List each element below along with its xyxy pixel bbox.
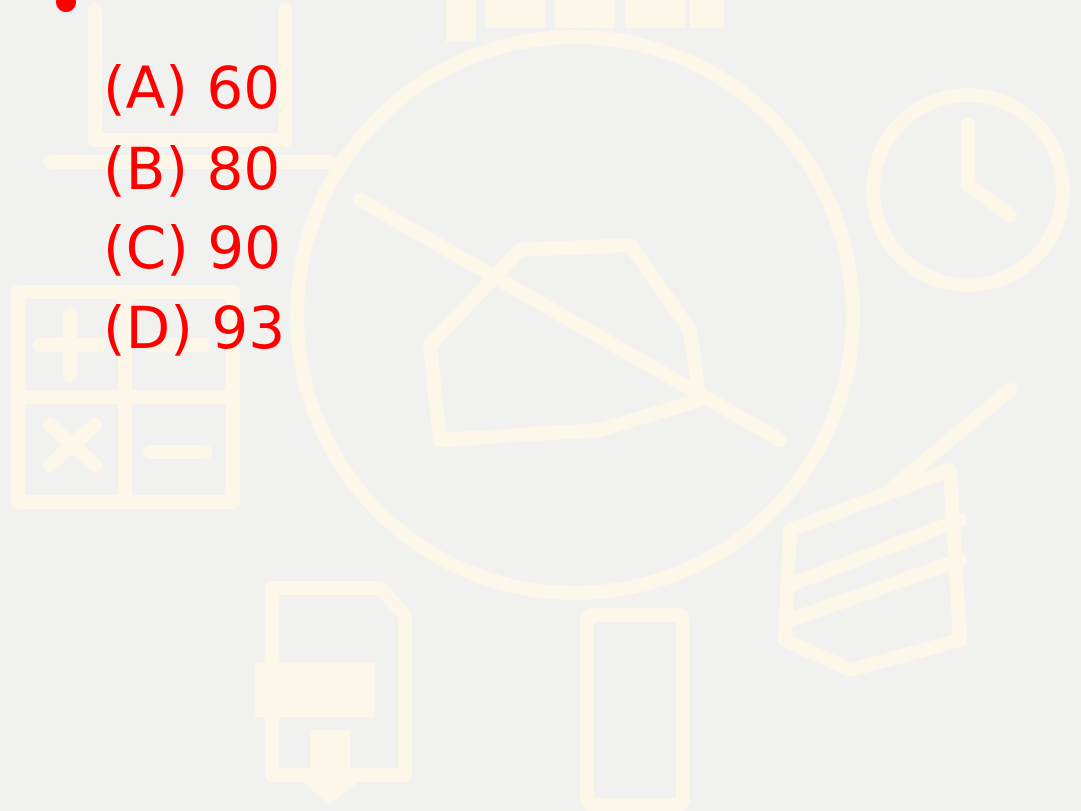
- bullet: [56, 0, 76, 12]
- option: (B) 80: [103, 135, 280, 203]
- option: (D) 93: [103, 294, 285, 362]
- pdf-label: [255, 662, 375, 717]
- option: (A) 60: [103, 54, 280, 122]
- slide: (A) 60 (B) 80 (C) 90 (D) 93: [0, 0, 1081, 811]
- download-arrow: [288, 730, 372, 805]
- clock-hands: [968, 125, 1010, 215]
- option: (C) 90: [103, 214, 281, 282]
- books-icon: [785, 390, 1010, 670]
- hand-icon: [360, 200, 780, 440]
- options: (A) 60 (B) 80 (C) 90 (D) 93: [103, 54, 285, 362]
- phone-icon: [587, 615, 683, 805]
- page: (A) 60 (B) 80 (C) 90 (D) 93 (() => { con…: [0, 0, 1081, 811]
